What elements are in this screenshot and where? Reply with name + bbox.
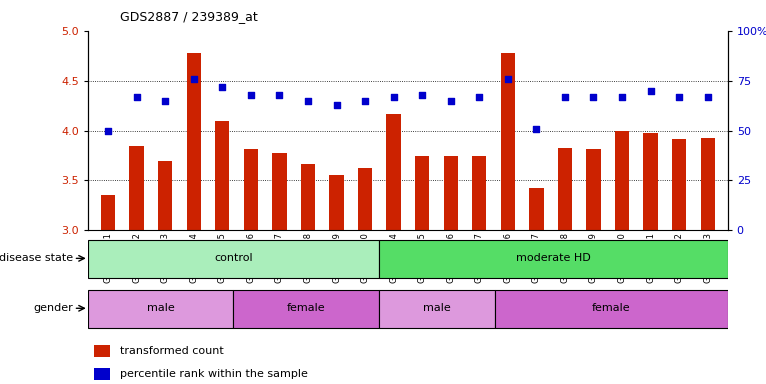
Bar	[88, 240, 379, 278]
Text: moderate HD: moderate HD	[516, 253, 591, 263]
Point	[644, 88, 656, 94]
Point	[444, 98, 457, 104]
Bar	[387, 114, 401, 230]
Bar	[615, 131, 629, 230]
Point	[473, 94, 486, 100]
Bar	[158, 161, 172, 230]
Point	[159, 98, 172, 104]
Bar	[379, 240, 728, 278]
Point	[702, 94, 714, 100]
Bar	[529, 189, 544, 230]
Bar	[272, 152, 286, 230]
Bar	[415, 156, 429, 230]
Bar	[215, 121, 230, 230]
Point	[130, 94, 142, 100]
Text: disease state: disease state	[0, 253, 74, 263]
Point	[330, 101, 342, 108]
Text: female: female	[286, 303, 326, 313]
Bar	[329, 175, 344, 230]
Bar	[88, 290, 234, 328]
Bar	[643, 132, 658, 230]
Point	[216, 84, 228, 90]
Bar	[379, 290, 495, 328]
Point	[559, 94, 571, 100]
Bar	[101, 195, 115, 230]
Bar	[94, 345, 110, 357]
Text: transformed count: transformed count	[120, 346, 224, 356]
Bar	[244, 149, 258, 230]
Point	[616, 94, 628, 100]
Text: male: male	[147, 303, 175, 313]
Point	[502, 76, 514, 82]
Bar	[234, 290, 379, 328]
Point	[102, 127, 114, 134]
Text: percentile rank within the sample: percentile rank within the sample	[120, 369, 308, 379]
Point	[273, 91, 286, 98]
Point	[302, 98, 314, 104]
Point	[359, 98, 372, 104]
Text: male: male	[423, 303, 451, 313]
Point	[244, 91, 257, 98]
Text: control: control	[214, 253, 253, 263]
Bar	[444, 156, 458, 230]
Bar	[94, 368, 110, 380]
Text: GDS2887 / 239389_at: GDS2887 / 239389_at	[120, 10, 258, 23]
Bar	[672, 139, 686, 230]
Point	[530, 126, 542, 132]
Bar	[495, 290, 728, 328]
Point	[588, 94, 600, 100]
Bar	[701, 137, 715, 230]
Point	[388, 94, 400, 100]
Point	[673, 94, 686, 100]
Bar	[301, 164, 315, 230]
Bar	[472, 156, 486, 230]
Point	[416, 91, 428, 98]
Bar	[129, 146, 144, 230]
Bar	[187, 53, 201, 230]
Bar	[586, 149, 601, 230]
Bar	[358, 169, 372, 230]
Point	[188, 76, 200, 82]
Text: female: female	[592, 303, 630, 313]
Text: gender: gender	[34, 303, 74, 313]
Bar	[558, 147, 572, 230]
Bar	[501, 53, 515, 230]
